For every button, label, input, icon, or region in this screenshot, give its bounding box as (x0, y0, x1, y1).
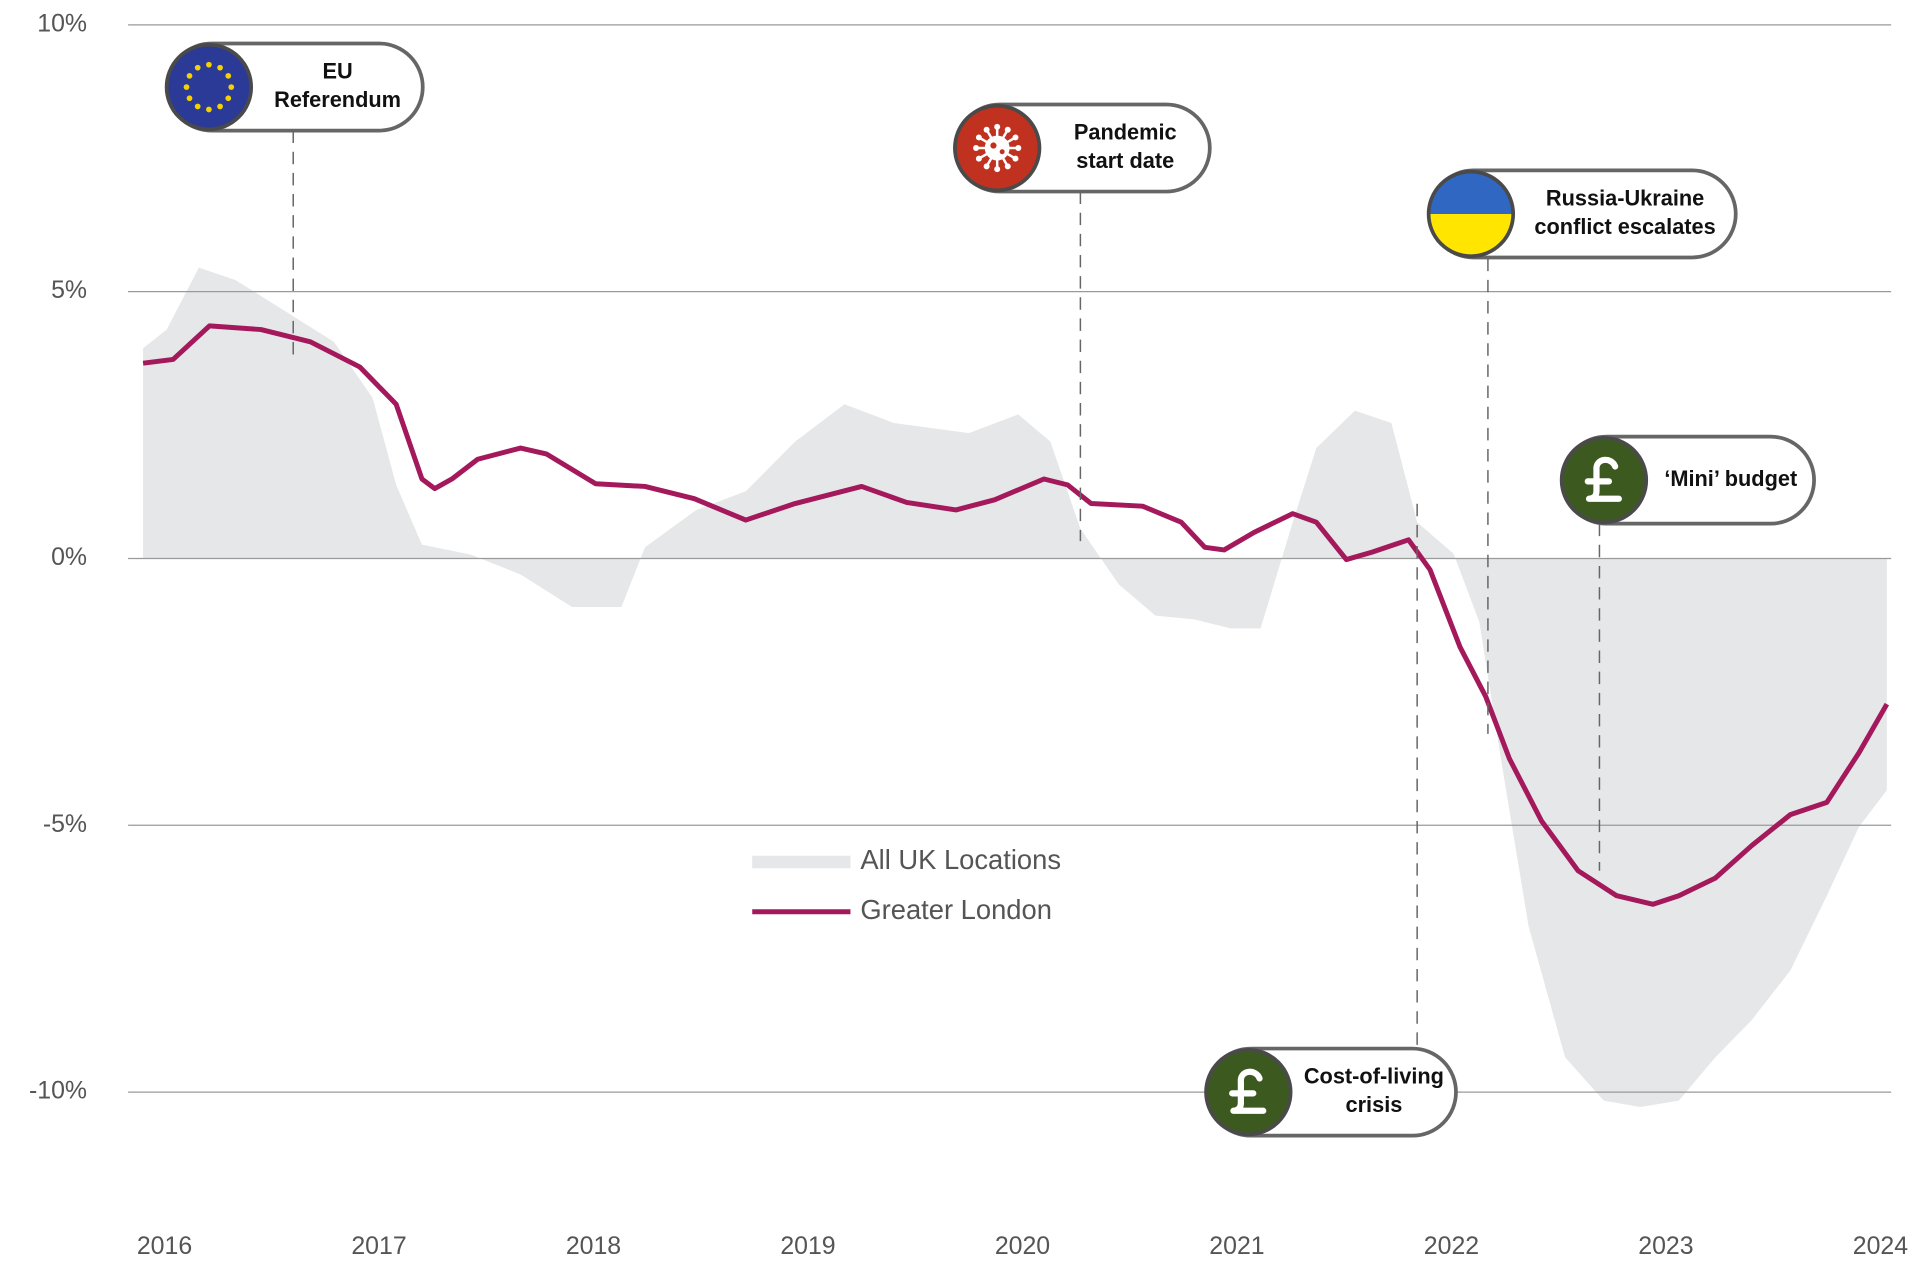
event-badge: Russia-Ukraine conflict escalates (1426, 168, 1738, 260)
icon-star (186, 95, 193, 102)
line (142, 323, 1890, 907)
icon-dot (975, 134, 982, 141)
x-tick-label: 2017 (351, 1232, 406, 1260)
badge-label: Referendum (274, 87, 401, 112)
icon-ring (1426, 169, 1516, 259)
badge-label: conflict escalates (1534, 214, 1715, 239)
icon-dot (1012, 155, 1019, 162)
icon-star (225, 73, 232, 79)
icon-spot (990, 142, 997, 149)
icon-bg (167, 46, 250, 129)
x-tick-label: 2020 (995, 1232, 1050, 1260)
icon-dot (1015, 145, 1022, 152)
icon-star (206, 106, 212, 113)
icon-pound (1229, 1068, 1267, 1114)
icon-dot (1004, 126, 1011, 133)
event-badge: Cost-of-living crisis (1204, 1046, 1458, 1138)
icon-dot (983, 126, 990, 133)
icon-star (217, 64, 223, 71)
icon-star (225, 95, 232, 102)
x-tick-label: 2021 (1209, 1232, 1264, 1260)
icon-star (194, 103, 201, 110)
badge-label: EU (322, 59, 352, 84)
y-tick-label: 5% (51, 276, 87, 304)
badge-label: Cost-of-living (1304, 1064, 1444, 1089)
badge-label: crisis (1346, 1092, 1403, 1117)
icon-dot (994, 123, 1001, 130)
icon-star (186, 73, 193, 79)
x-tick-label: 2016 (137, 1232, 192, 1260)
icon-ring (953, 103, 1042, 193)
legend-label: All UK Locations (860, 844, 1061, 875)
badge-label: Russia-Ukraine (1546, 185, 1704, 210)
y-tick-label: -10% (29, 1077, 87, 1105)
x-tick-label: 2022 (1424, 1232, 1479, 1260)
icon-dot (975, 155, 982, 162)
icon-dot (983, 163, 990, 170)
area (143, 267, 1887, 1108)
icon-star (194, 64, 201, 71)
x-tick-label: 2024 (1853, 1232, 1908, 1260)
icon-core (984, 135, 1010, 161)
y-tick-label: 0% (51, 543, 87, 571)
icon-dot (1012, 134, 1019, 141)
icon-pound (1584, 456, 1622, 502)
icon-ring (1559, 435, 1649, 525)
legend-label: Greater London (860, 894, 1052, 925)
badge-label: Pandemic (1074, 119, 1177, 144)
icon-dot (973, 145, 980, 152)
icon-star (183, 84, 190, 90)
icon-star (228, 84, 235, 90)
icon-ring (164, 42, 254, 132)
event-badge: EU Referendum (164, 41, 425, 133)
icon-dot (994, 166, 1001, 173)
badge-label: ‘Mini’ budget (1664, 466, 1797, 491)
x-tick-label: 2023 (1638, 1232, 1693, 1260)
icon-ring (1204, 1047, 1293, 1137)
badge-label: start date (1076, 148, 1174, 173)
icon-star (206, 61, 212, 68)
icon-dot (1004, 163, 1011, 170)
icon-star (217, 103, 223, 110)
y-tick-label: -5% (43, 810, 87, 838)
y-tick-label: 10% (37, 9, 87, 37)
event-badge: ‘Mini’ budget (1559, 434, 1816, 526)
icon-flag-bottom (1429, 213, 1512, 255)
icon-flag-top (1429, 172, 1512, 214)
x-tick-label: 2019 (780, 1232, 835, 1260)
x-tick-label: 2018 (566, 1232, 621, 1260)
event-badge: Pandemic start date (953, 102, 1212, 194)
icon-spot (999, 149, 1005, 155)
